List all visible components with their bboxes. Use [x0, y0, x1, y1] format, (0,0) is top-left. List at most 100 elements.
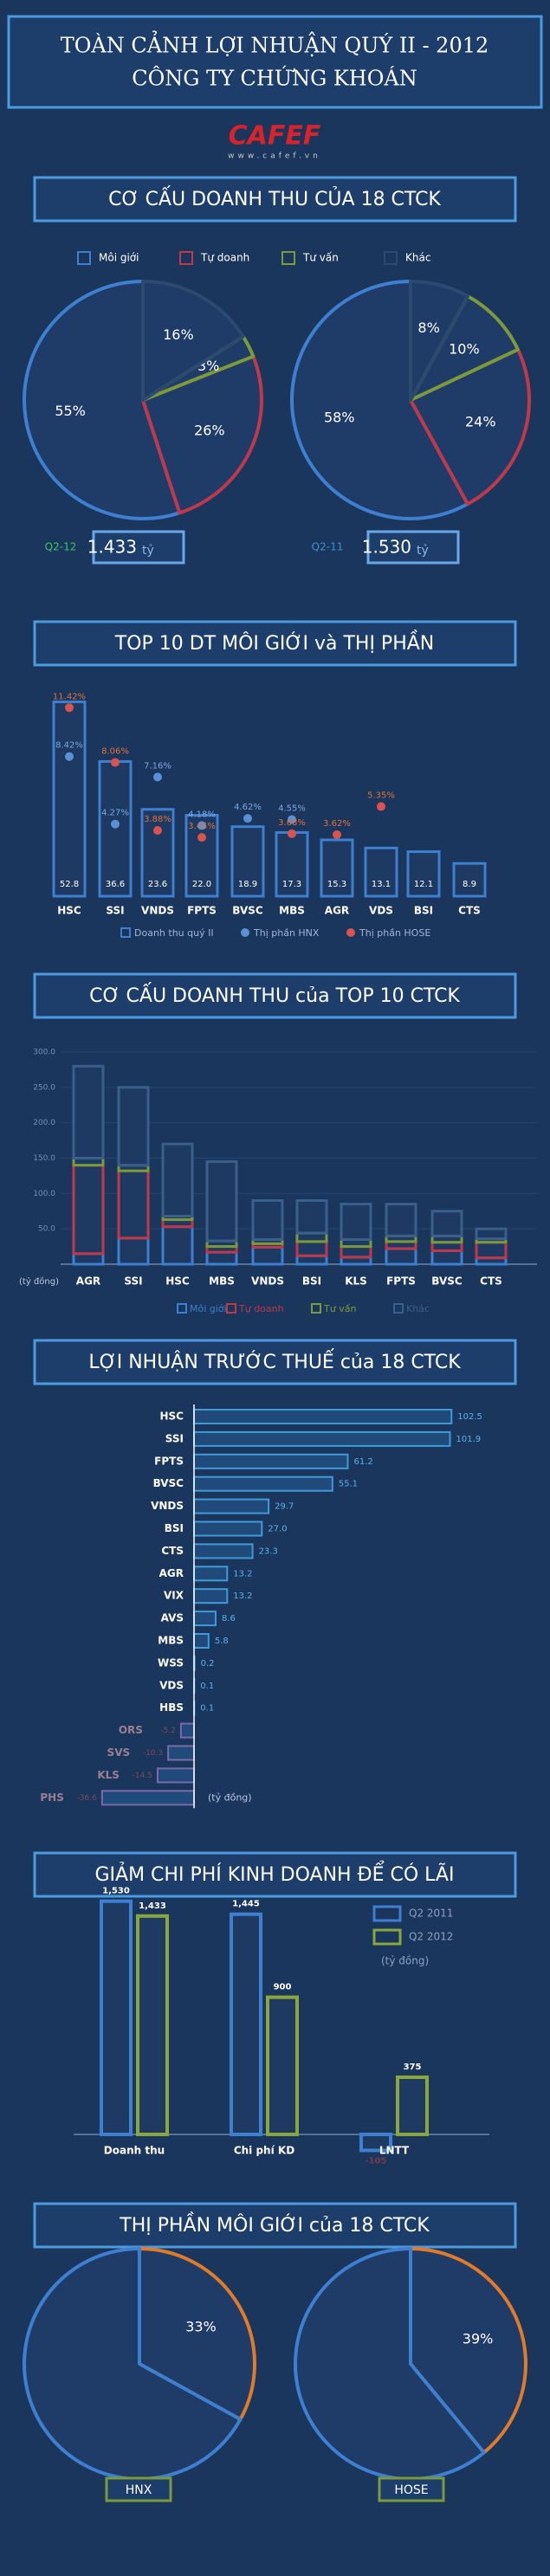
x-tick-label: VDS — [369, 905, 393, 917]
section-title: TOP 10 DT MÔI GIỚI và THỊ PHẦN — [114, 630, 435, 655]
share-dot — [111, 819, 120, 829]
x-tick-label: HSC — [57, 905, 81, 917]
bar-segment — [430, 1210, 463, 1237]
bar-segment — [385, 1247, 417, 1266]
y-tick-label: HBS — [159, 1701, 184, 1714]
bar-segment — [385, 1203, 417, 1237]
bar-value-label: 13.2 — [233, 1591, 252, 1601]
bar — [136, 1914, 169, 2136]
share-dot — [197, 821, 206, 830]
bar-segment — [475, 1241, 508, 1260]
slice-label: 10% — [449, 340, 480, 357]
slice-label: 8% — [417, 320, 439, 336]
bar — [52, 700, 87, 898]
pie-slice — [22, 2247, 243, 2481]
header-title: TOÀN CẢNH LỢI NHUẬN QUÝ II - 2012 — [61, 30, 489, 58]
bar-segment — [340, 1245, 372, 1259]
legend-label: Tự doanh — [238, 1303, 284, 1314]
bar — [193, 1475, 333, 1492]
bar — [156, 1767, 195, 1784]
bar — [193, 1453, 349, 1469]
section-title: CƠ CẤU DOANH THU của TOP 10 CTCK — [89, 983, 460, 1007]
section-title: THỊ PHẦN MÔI GIỚI của 18 CTCK — [119, 2212, 430, 2237]
x-tick-label: Chi phí KD — [234, 2145, 294, 2157]
y-tick-label: BVSC — [153, 1477, 184, 1489]
bar-value-label: 8.6 — [222, 1614, 236, 1624]
pie-slice — [138, 2247, 256, 2422]
bar-segment — [117, 1169, 150, 1240]
share-label: 5.35% — [367, 791, 395, 800]
legend-label: Q2 2012 — [409, 1931, 453, 1943]
bar-value-label: 55.1 — [339, 1480, 358, 1489]
bar-segment — [72, 1064, 105, 1160]
x-tick-label: AGR — [76, 1275, 100, 1288]
section-title-box — [33, 972, 517, 1019]
y-tick-label: FPTS — [154, 1455, 184, 1467]
share-dot — [333, 830, 341, 839]
y-tick-label: AVS — [161, 1612, 184, 1624]
legend-swatch — [372, 1905, 402, 1922]
bar-value-label: -105 — [365, 2156, 386, 2166]
bar-segment — [430, 1249, 463, 1266]
bar-segment — [475, 1227, 508, 1241]
x-tick-label: MBS — [279, 905, 305, 917]
bar-segment — [205, 1160, 238, 1243]
bar-value-label: 18.9 — [238, 880, 257, 889]
x-tick-label: FPTS — [187, 905, 217, 917]
section-title: GIẢM CHI PHÍ KINH DOANH ĐỂ CÓ LÃI — [95, 1862, 455, 1886]
share-dot — [111, 758, 120, 767]
y-tick-label: CTS — [161, 1545, 184, 1557]
x-tick-label: BVSC — [431, 1275, 463, 1288]
total-unit: tỷ — [417, 544, 429, 558]
share-label: 3.45% — [188, 822, 216, 831]
bar-value-label: 5.8 — [215, 1637, 229, 1646]
pie-name: HOSE — [394, 2483, 428, 2497]
legend-label: Tư vấn — [302, 252, 339, 264]
section-title-box — [33, 1339, 517, 1385]
y-tick-label: MBS — [158, 1635, 184, 1647]
legend-label: Thị phần HNX — [253, 927, 320, 939]
bar — [193, 1543, 254, 1559]
bar-value-label: 13.1 — [372, 880, 391, 889]
y-tick-label: VIX — [164, 1590, 184, 1602]
y-tick-label: 300.0 — [33, 1049, 55, 1057]
bar — [100, 1899, 133, 2136]
pie-slice — [409, 347, 531, 507]
bar-segment — [205, 1250, 238, 1266]
logo: CAFEF — [229, 121, 321, 152]
bar-value-label: 61.2 — [353, 1457, 372, 1467]
x-tick-label: CTS — [458, 905, 481, 917]
x-tick-label: HSC — [165, 1275, 190, 1288]
bar — [230, 825, 265, 898]
legend-swatch — [77, 251, 91, 265]
section-title-box — [33, 2202, 517, 2249]
pie-name-box — [105, 2476, 172, 2502]
x-tick-label: Doanh thu — [104, 2145, 165, 2157]
legend-swatch — [311, 1303, 321, 1314]
x-tick-label: LNTT — [379, 2145, 410, 2157]
legend-label: Khác — [406, 1303, 430, 1314]
header-subtitle: CÔNG TY CHỨNG KHOÁN — [132, 66, 417, 91]
section-title-box — [33, 620, 517, 667]
slice-label: 33% — [185, 2319, 217, 2335]
bar — [193, 1633, 210, 1649]
pie-name: Q2-11 — [312, 541, 344, 553]
bar-segment — [295, 1199, 328, 1235]
bar-value-label: 23.3 — [259, 1546, 278, 1556]
section-title: CƠ CẤU DOANH THU CỦA 18 CTCK — [108, 186, 441, 210]
share-dot — [153, 826, 162, 836]
bar — [179, 1722, 195, 1739]
bar-segment — [117, 1236, 150, 1266]
legend-swatch — [241, 928, 249, 937]
legend-label: Khác — [405, 252, 430, 264]
pie-name: HNX — [126, 2483, 152, 2497]
legend-swatch — [120, 927, 131, 938]
bar — [320, 838, 354, 898]
pie-slice — [23, 280, 182, 520]
share-dot — [153, 772, 162, 782]
bar-segment — [161, 1225, 194, 1266]
bar-value-label: 1,445 — [232, 1900, 260, 1909]
legend-label: Doanh thu quý II — [134, 927, 214, 939]
y-tick-label: SVS — [107, 1746, 131, 1759]
bar-value-label: 0.2 — [201, 1659, 215, 1669]
